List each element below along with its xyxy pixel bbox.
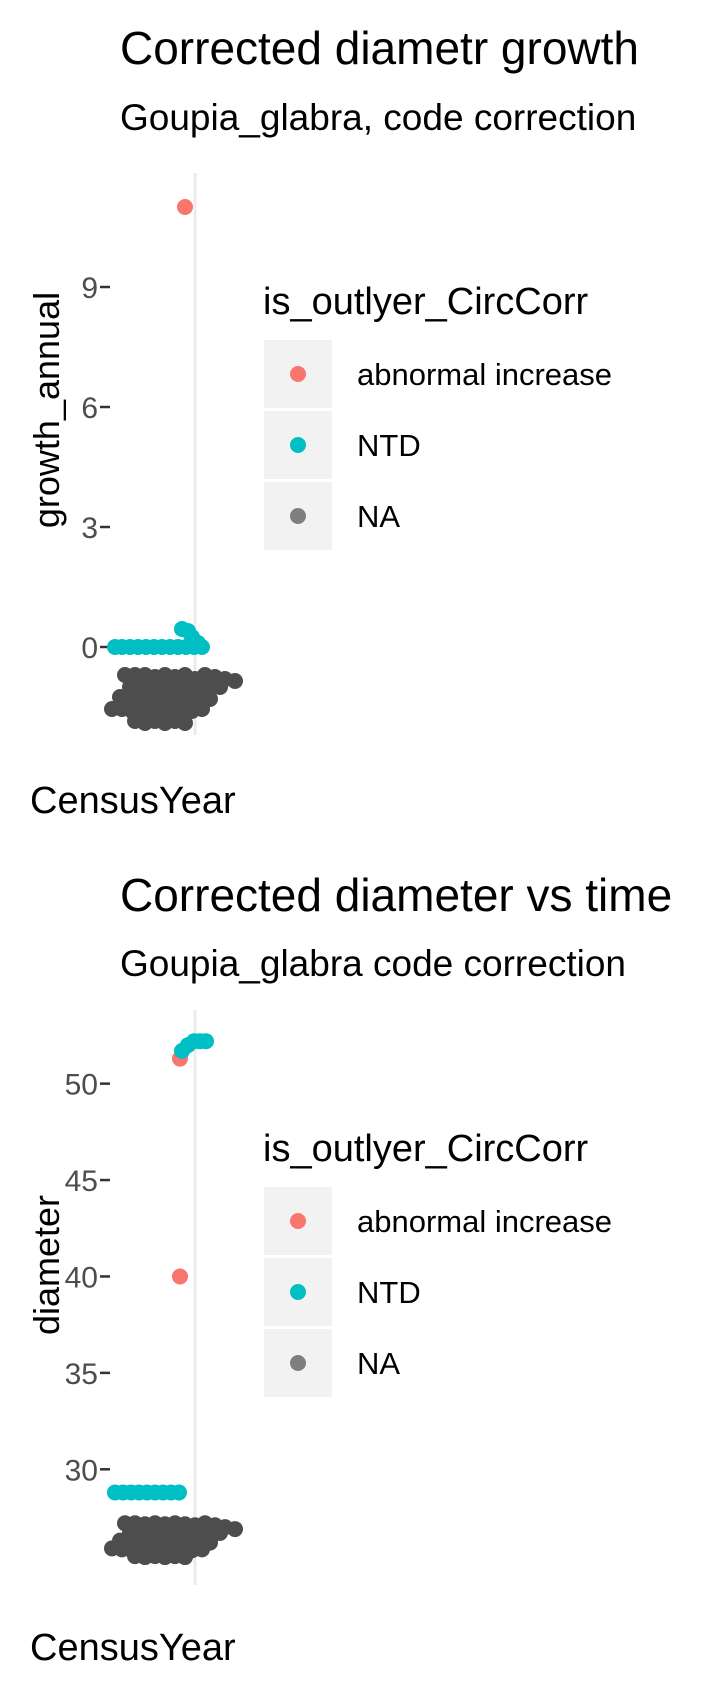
legend-title: is_outlyer_CircCorr — [263, 281, 589, 323]
x-axis-label: CensusYear — [30, 780, 236, 822]
legend-key-dot — [290, 366, 306, 382]
data-point — [212, 679, 228, 695]
data-point — [171, 1484, 187, 1501]
y-axis-label: diameter — [26, 1195, 67, 1335]
y-axis-label: growth_annual — [26, 292, 67, 528]
y-axis: 0 3 6 9 — [81, 272, 110, 665]
legend-entry-label: NA — [357, 1346, 400, 1381]
y-tick-label: 45 — [65, 1165, 98, 1198]
data-point — [177, 1549, 193, 1566]
data-points — [104, 1033, 243, 1566]
legend-key-dot — [290, 1213, 306, 1229]
legend-title: is_outlyer_CircCorr — [263, 1128, 589, 1170]
legend-key-dot — [290, 508, 306, 524]
data-point — [227, 673, 243, 689]
data-point — [194, 701, 210, 717]
data-point — [198, 1033, 214, 1050]
y-tick-label: 6 — [81, 392, 98, 425]
legend-entry-label: NTD — [357, 1275, 421, 1310]
data-points — [104, 199, 243, 731]
y-tick-label: 40 — [65, 1261, 98, 1294]
y-tick-label: 50 — [65, 1069, 98, 1102]
panel-growth: Corrected diametr growth Goupia_glabra, … — [26, 22, 639, 822]
y-tick-label: 0 — [81, 632, 98, 665]
y-tick-label: 3 — [81, 512, 98, 545]
legend-key-dot — [290, 1355, 306, 1371]
legend-entry-label: NTD — [357, 428, 421, 463]
y-axis: 30 35 40 45 50 — [65, 1069, 110, 1487]
y-tick-label: 9 — [81, 272, 98, 305]
legend-entry-label: NA — [357, 499, 400, 534]
legend-entry-label: abnormal increase — [357, 1204, 612, 1239]
data-point — [172, 1268, 188, 1285]
legend-entry-label: abnormal increase — [357, 357, 612, 392]
chart-subtitle: Goupia_glabra code correction — [120, 943, 626, 984]
data-point — [212, 1524, 228, 1541]
y-tick-label: 30 — [65, 1454, 98, 1487]
legend: is_outlyer_CircCorr abnormal increase NTD N… — [263, 281, 612, 550]
chart-subtitle: Goupia_glabra, code correction — [120, 97, 636, 138]
chart-title: Corrected diameter vs time — [120, 869, 672, 921]
data-point — [177, 715, 193, 731]
panel-diameter: Corrected diameter vs time Goupia_glabra… — [26, 869, 672, 1669]
data-point — [177, 199, 193, 215]
legend: is_outlyer_CircCorr abnormal increase NTD N… — [263, 1128, 612, 1397]
data-point — [227, 1521, 243, 1538]
x-axis-label: CensusYear — [30, 1627, 236, 1669]
legend-key-dot — [290, 1284, 306, 1300]
chart-title: Corrected diametr growth — [120, 22, 639, 74]
legend-key-dot — [290, 437, 306, 453]
data-point — [194, 1541, 210, 1558]
y-tick-label: 35 — [65, 1358, 98, 1391]
data-point — [190, 635, 206, 651]
